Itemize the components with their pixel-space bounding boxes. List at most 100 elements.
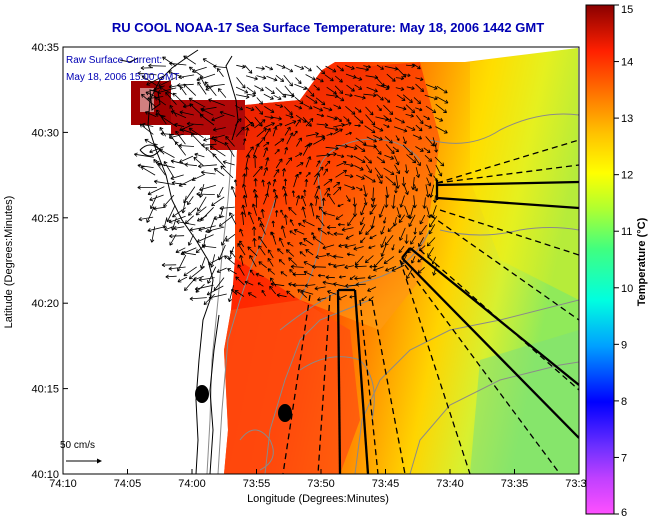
current-vector-arrow: [281, 168, 286, 177]
current-vector-arrow: [356, 186, 363, 191]
current-vector-arrow: [382, 84, 390, 89]
current-vector-arrow: [413, 156, 421, 167]
current-vector-arrow: [294, 105, 303, 110]
current-vector-arrow: [188, 266, 206, 280]
current-vector-arrow: [404, 164, 409, 174]
current-vector-arrow: [434, 156, 445, 167]
current-vector-arrow: [343, 121, 352, 126]
current-vector-arrow: [341, 227, 354, 232]
current-vector-arrow: [249, 254, 257, 267]
current-vector-arrow: [292, 272, 307, 277]
current-vector-arrow: [398, 245, 405, 254]
plot-area: [63, 47, 579, 474]
current-vector-arrow: [220, 165, 234, 179]
current-vector-arrow: [267, 268, 276, 275]
y-tick-label: 40:25: [31, 213, 59, 225]
current-vector-arrow: [394, 117, 405, 124]
current-vector-arrow: [344, 174, 354, 179]
current-vector-arrow: [241, 204, 247, 218]
current-vector-arrow: [353, 155, 366, 163]
current-vector-arrow: [249, 269, 255, 276]
current-vector-arrow: [383, 167, 395, 175]
current-vector-arrow: [256, 128, 267, 138]
current-vector-arrow: [363, 64, 371, 69]
current-vector-arrow: [378, 206, 385, 218]
current-vector-arrow: [176, 219, 196, 226]
current-vector-arrow: [426, 177, 432, 187]
current-vector-arrow: [305, 172, 311, 177]
current-vector-arrow: [258, 245, 266, 256]
sst-warm-core: [235, 62, 440, 330]
current-vector-arrow: [411, 177, 416, 191]
current-vector-arrow: [263, 147, 269, 158]
current-vector-arrow: [399, 195, 405, 208]
current-vector-arrow: [247, 246, 258, 257]
current-vector-arrow: [189, 296, 207, 301]
current-vector-arrow: [191, 173, 206, 181]
current-vector-arrow: [423, 147, 431, 153]
current-vector-arrow: [146, 206, 155, 223]
current-vector-arrow: [305, 86, 315, 97]
current-vector-arrow: [334, 85, 344, 94]
current-vector-arrow: [353, 76, 363, 81]
current-vector-arrow: [285, 249, 295, 257]
current-vector-arrow: [263, 141, 270, 147]
current-vector-arrow: [276, 63, 286, 69]
current-vector-arrow: [197, 81, 207, 95]
current-vector-arrow: [435, 116, 444, 122]
current-vector-arrow: [263, 166, 269, 176]
current-vector-arrow: [201, 244, 217, 249]
current-vector-arrow: [288, 206, 297, 216]
current-vector-arrow: [203, 293, 215, 305]
current-vector-arrow: [174, 122, 185, 128]
current-vector-arrow: [324, 187, 330, 196]
current-vector-arrow: [244, 116, 255, 127]
current-vector-arrow: [433, 175, 438, 181]
current-vector-arrow: [311, 264, 326, 269]
current-vector-arrow: [201, 142, 217, 148]
current-vector-arrow: [179, 110, 194, 116]
current-vector-arrow: [413, 97, 422, 105]
current-vector-arrow: [159, 127, 167, 137]
current-vector-arrow: [302, 117, 312, 127]
current-vector-arrow: [254, 194, 259, 208]
current-vector-arrow: [164, 226, 175, 231]
current-vector-arrow: [333, 264, 345, 269]
current-vector-arrow: [415, 83, 425, 93]
current-vector-arrow: [415, 167, 421, 178]
current-vector-arrow: [144, 111, 157, 118]
current-vector-arrow: [247, 292, 257, 298]
station-marker: [195, 385, 209, 403]
current-vector-arrow: [314, 195, 319, 206]
current-vector-arrow: [336, 65, 344, 72]
current-vector-arrow: [363, 93, 377, 98]
current-vector-arrow: [394, 155, 400, 166]
current-vector-arrow: [335, 214, 344, 220]
current-vector-arrow: [392, 146, 400, 153]
current-vector-arrow: [417, 257, 424, 263]
current-vector-arrow: [347, 215, 355, 227]
current-vector-arrow: [344, 93, 353, 98]
current-vector-arrow: [364, 125, 376, 134]
current-vector-arrow: [229, 250, 236, 258]
current-vector-arrow: [343, 116, 350, 122]
current-vector-arrow: [338, 243, 347, 248]
current-vector-arrow: [354, 95, 366, 100]
current-vector-arrow: [204, 81, 217, 96]
current-vector-arrow: [366, 136, 377, 143]
current-vector-arrow: [170, 174, 184, 181]
current-vector-arrow: [141, 75, 158, 87]
current-vector-arrow: [426, 164, 433, 177]
current-vector-arrow: [213, 64, 227, 69]
current-vector-arrow: [270, 282, 285, 287]
current-vector-arrow: [406, 125, 416, 131]
current-vector-arrow: [187, 234, 194, 246]
current-vector-arrow: [365, 225, 375, 236]
current-vector-arrow: [391, 194, 396, 209]
current-vector-arrow: [317, 227, 327, 235]
current-vector-arrow: [275, 123, 283, 127]
current-vector-arrow: [192, 275, 204, 282]
current-vector-arrow: [361, 296, 367, 301]
current-vector-arrow: [403, 185, 409, 196]
